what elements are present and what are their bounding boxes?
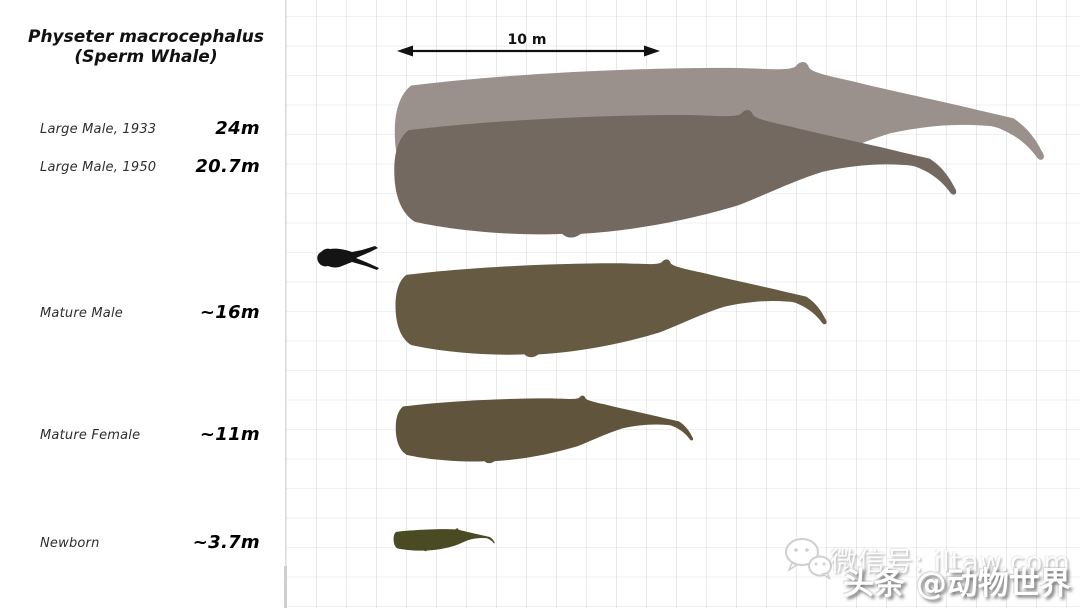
grid-left-edge-mark	[284, 566, 287, 608]
row-value-mature-male: ~16m	[199, 302, 260, 323]
page-title-species: Physeter macrocephalus	[28, 27, 264, 47]
scale-bar: 10 m	[397, 32, 660, 57]
row-label-mature-female: Mature Female	[40, 428, 141, 443]
scale-bar-right-arrowhead-icon	[644, 45, 660, 57]
row-value-newborn: ~3.7m	[192, 532, 260, 553]
row-label-mature-male: Mature Male	[40, 306, 123, 321]
row-value-large-male-1950: 20.7m	[195, 156, 260, 177]
page-title-common-name: (Sperm Whale)	[74, 47, 218, 67]
scale-bar-left-arrowhead-icon	[397, 45, 413, 57]
row-label-large-male-1950: Large Male, 1950	[40, 160, 157, 175]
row-value-mature-female: ~11m	[199, 424, 260, 445]
human-diver-icon	[317, 246, 379, 270]
row-value-large-male-1933: 24m	[215, 118, 260, 139]
whale-mature-male	[395, 259, 827, 358]
whale-mature-female	[395, 395, 694, 464]
whale-newborn	[393, 528, 495, 552]
scale-bar-label: 10 m	[508, 32, 547, 48]
row-label-newborn: Newborn	[40, 536, 100, 551]
row-label-large-male-1933: Large Male, 1933	[40, 122, 157, 137]
